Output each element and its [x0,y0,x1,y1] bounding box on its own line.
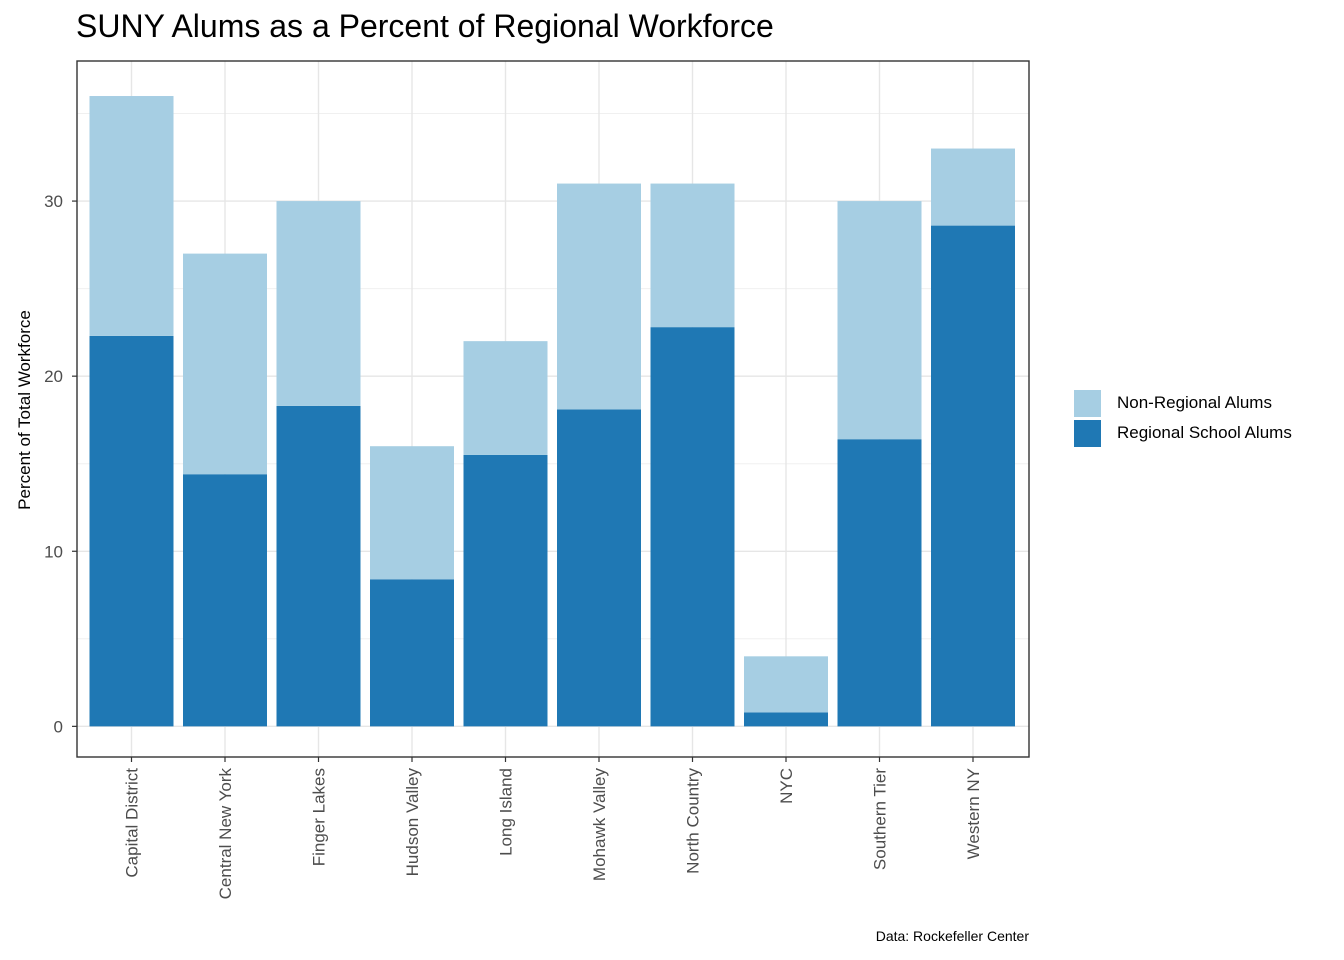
legend-swatch-non-regional [1074,389,1101,417]
bar-regional [463,454,548,727]
bar-non-regional [276,201,361,406]
x-tick-label: NYC [777,768,796,804]
bar-non-regional [650,183,735,328]
x-tick-label: Long Island [497,768,516,856]
bar-non-regional [837,201,922,440]
legend-swatch-regional [1074,419,1101,447]
bar-regional [370,579,454,727]
bar-regional [744,712,828,727]
x-tick-label: Finger Lakes [310,768,329,866]
legend-item-regional: Regional School Alums [1074,418,1292,448]
bar-regional [837,439,922,727]
bar-regional [931,225,1015,727]
bar-regional [89,335,174,727]
chart-title: SUNY Alums as a Percent of Regional Work… [76,8,774,44]
y-axis-label: Percent of Total Workforce [15,310,34,510]
legend-item-non-regional: Non-Regional Alums [1074,388,1292,418]
x-tick-label: North Country [684,768,703,874]
bar-non-regional [463,341,548,455]
x-tick-label: Capital District [123,768,142,878]
bar-regional [183,474,267,727]
x-tick-label: Central New York [216,768,235,900]
bar-regional [276,405,361,727]
legend-label-regional: Regional School Alums [1117,423,1292,442]
data-source-caption: Data: Rockefeller Center [875,928,1029,944]
bar-non-regional [931,148,1015,226]
y-tick-label: 0 [54,717,63,736]
bar-non-regional [744,656,828,713]
y-tick-label: 20 [44,367,63,386]
x-tick-label: Western NY [964,768,983,859]
x-tick-label: Mohawk Valley [590,768,609,882]
bar-regional [557,409,641,727]
bar-regional [650,327,735,727]
y-tick-label: 10 [44,542,63,561]
bar-non-regional [557,183,641,410]
bar-non-regional [89,96,174,336]
x-tick-label: Southern Tier [871,768,890,870]
panel-border [76,60,1030,758]
bar-non-regional [370,446,454,580]
legend: Non-Regional Alums Regional School Alums [1074,388,1292,448]
bars [89,96,1015,727]
y-tick-label: 30 [44,192,63,211]
bar-non-regional [183,253,267,475]
x-tick-label: Hudson Valley [403,768,422,877]
legend-label-non-regional: Non-Regional Alums [1117,393,1272,412]
axes: 0 10 20 30 Capital District Central New York F… [44,60,1030,900]
